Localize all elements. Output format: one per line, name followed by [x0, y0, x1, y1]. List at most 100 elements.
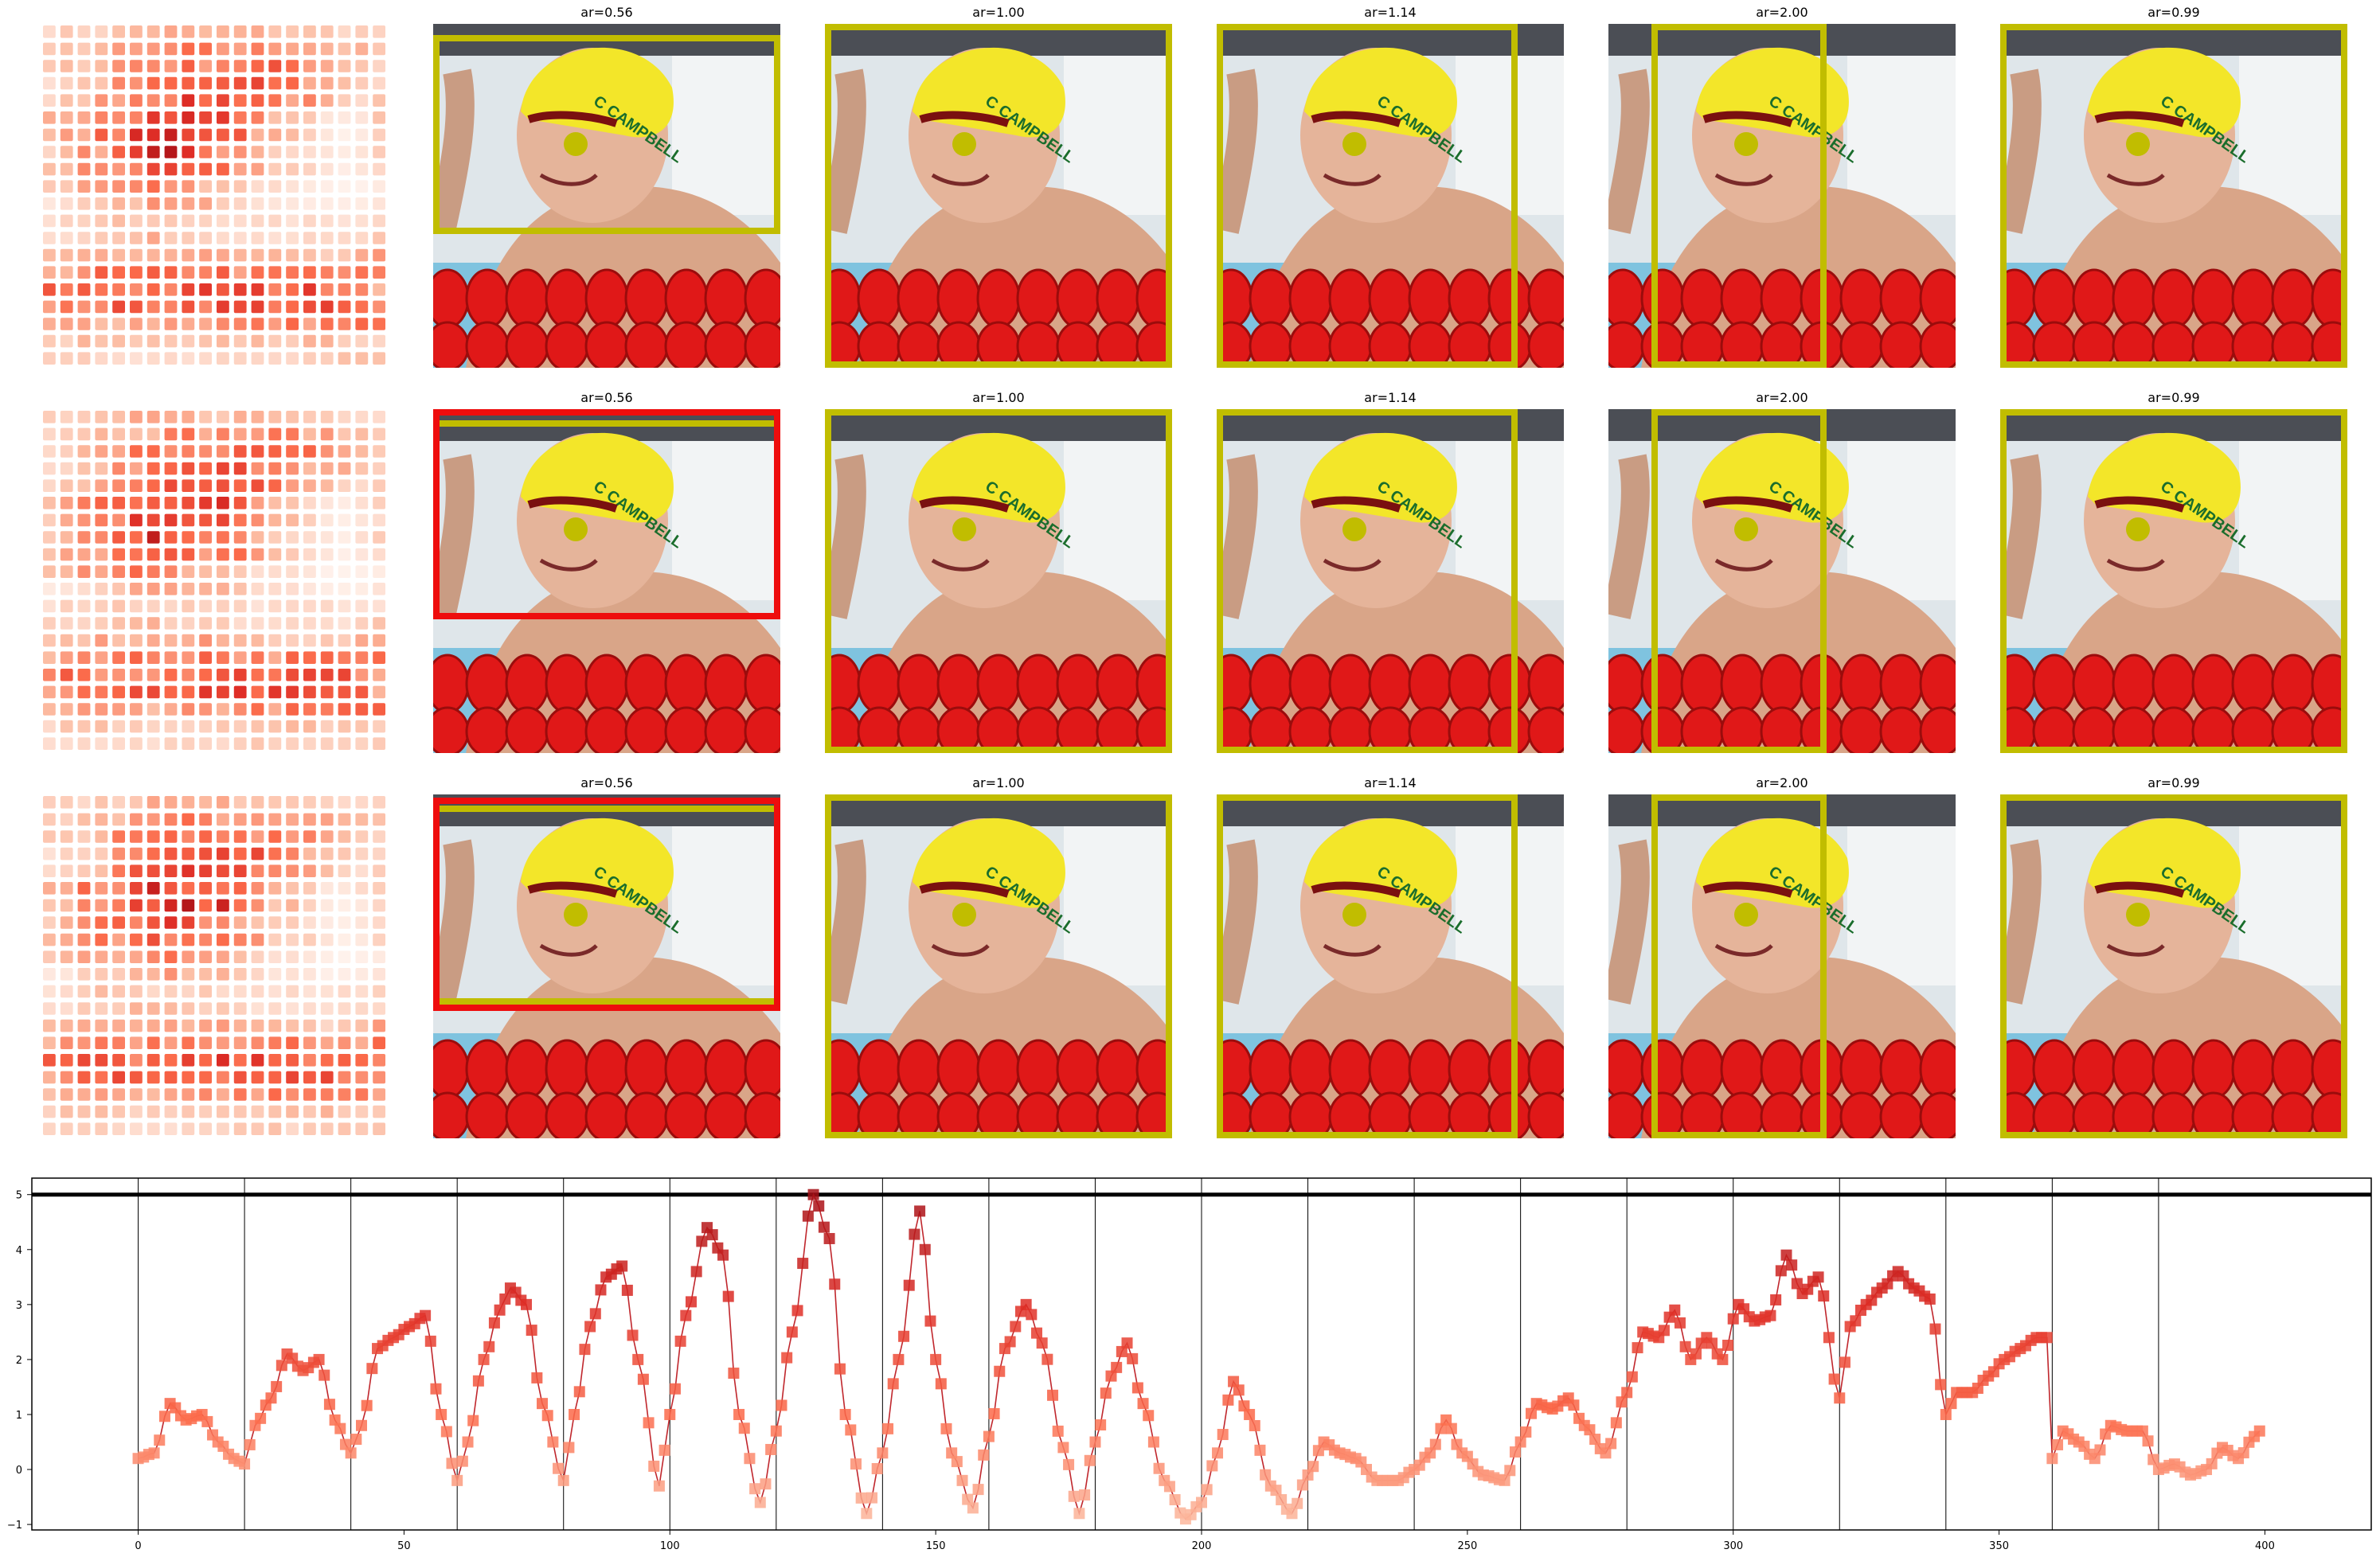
heatmap-cell	[147, 916, 160, 929]
heatmap-cell	[199, 318, 212, 330]
series-point	[319, 1369, 330, 1381]
heatmap-cell	[130, 513, 143, 527]
heatmap-cell	[112, 1054, 125, 1067]
heatmap-cell	[112, 985, 125, 998]
heatmap-cell	[164, 899, 178, 912]
heatmap-cell	[217, 737, 229, 750]
series-point	[1850, 1315, 1862, 1327]
series-point	[861, 1508, 873, 1520]
x-tick-label: 50	[397, 1540, 411, 1552]
heatmap-cell	[112, 266, 125, 279]
keypoint-marker	[564, 132, 588, 156]
crop-panel: C CAMPBELL	[1217, 24, 1564, 368]
heatmap-cell	[112, 1036, 125, 1049]
heatmap-cell	[60, 248, 73, 262]
heatmap-cell	[286, 864, 299, 877]
crop-panel: C CAMPBELL	[1608, 794, 1956, 1138]
series-point	[424, 1335, 436, 1347]
heatmap-cell	[112, 427, 125, 441]
heatmap-cell	[355, 685, 369, 699]
keypoint-marker	[2126, 517, 2150, 541]
heatmap-cell	[130, 864, 143, 877]
heatmap-cell	[130, 916, 143, 929]
heatmap-cell	[355, 1122, 369, 1135]
heatmap-cell	[43, 1054, 56, 1067]
heatmap-cell	[355, 146, 369, 158]
series-point	[541, 1410, 553, 1422]
crop-box	[825, 24, 1172, 368]
heatmap-cell	[320, 411, 334, 423]
heatmap-cell	[251, 214, 264, 228]
heatmap-cell	[182, 214, 195, 228]
series-point	[462, 1436, 474, 1448]
heatmap-cell	[303, 479, 316, 492]
heatmap-cell	[182, 1088, 195, 1101]
wall-panel	[1456, 826, 1564, 985]
heatmap-cell	[286, 669, 299, 681]
heatmap-cell	[95, 334, 108, 348]
heatmap-cell	[164, 651, 178, 664]
heatmap-cell	[355, 583, 369, 595]
heatmap-cell	[233, 899, 247, 912]
heatmap-cell	[95, 232, 108, 244]
lane-rope-float	[584, 654, 629, 714]
heatmap-cell	[286, 497, 299, 509]
heatmap-cell	[355, 513, 369, 527]
heatmap-cell	[164, 162, 178, 176]
heatmap-cell	[95, 1036, 108, 1049]
series-point	[451, 1474, 463, 1486]
heatmap-cell	[147, 248, 160, 262]
heatmap-cell	[355, 651, 369, 664]
heatmap-cell	[268, 352, 282, 365]
heatmap-cell	[251, 669, 264, 681]
heatmap-cell	[338, 617, 351, 630]
lane-rope-float	[1839, 321, 1884, 368]
heatmap-cell	[95, 427, 108, 441]
heatmap-cell	[112, 197, 125, 210]
crop-box	[1651, 24, 1827, 368]
attention-heatmap	[43, 796, 385, 1135]
heatmap-cell	[130, 146, 143, 158]
heatmap-cell	[355, 985, 369, 998]
heatmap-cell	[217, 968, 229, 981]
keypoint-marker	[952, 903, 976, 927]
heatmap-cell	[355, 248, 369, 262]
heatmap-cell	[233, 796, 247, 809]
heatmap-cell	[43, 232, 56, 244]
series-point	[1116, 1345, 1127, 1357]
heatmap-cell	[77, 1122, 91, 1135]
heatmap-cell	[60, 497, 73, 509]
heatmap-cell	[164, 42, 178, 56]
heatmap-cell	[77, 513, 91, 527]
heatmap-cell	[338, 968, 351, 981]
heatmap-cell	[320, 531, 334, 544]
lane-rope-float	[1919, 1039, 1956, 1099]
heatmap-cell	[217, 864, 229, 877]
heatmap-cell	[43, 813, 56, 826]
series-point	[584, 1321, 596, 1333]
heatmap-cell	[355, 599, 369, 613]
heatmap-cell	[217, 128, 229, 142]
heatmap-cell	[43, 479, 56, 492]
keypoint-marker	[1342, 132, 1366, 156]
series-point	[1626, 1371, 1638, 1383]
heatmap-cell	[43, 669, 56, 681]
crop-box	[1651, 794, 1827, 1138]
series-point	[1131, 1382, 1143, 1394]
heatmap-cell	[95, 864, 108, 877]
heatmap-cell	[182, 462, 195, 475]
heatmap-cell	[286, 882, 299, 895]
heatmap-cell	[286, 232, 299, 244]
heatmap-cell	[338, 583, 351, 595]
series-point	[1296, 1479, 1308, 1491]
heatmap-cell	[130, 111, 143, 124]
heatmap-cell	[43, 1122, 56, 1135]
heatmap-cell	[77, 617, 91, 630]
heatmap-cell	[320, 497, 334, 509]
heatmap-cell	[303, 830, 316, 843]
heatmap-cell	[217, 197, 229, 210]
heatmap-cell	[199, 1036, 212, 1049]
lane-rope-float	[584, 1091, 629, 1138]
series-point	[946, 1447, 958, 1459]
heatmap-cell	[320, 1105, 334, 1118]
